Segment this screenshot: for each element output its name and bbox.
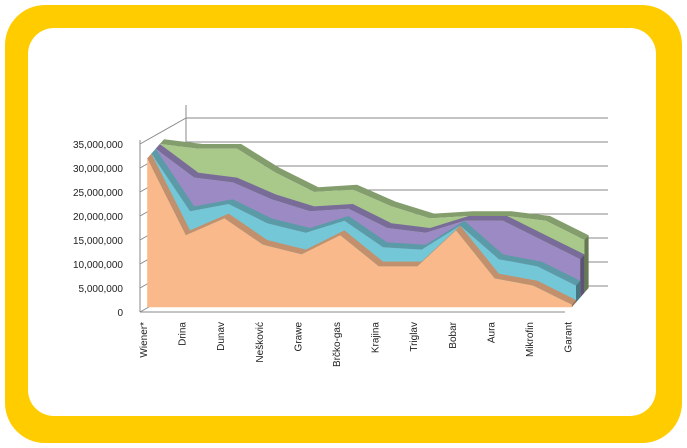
y-tick-label: 25,000,000: [73, 188, 123, 199]
y-tick-label: 30,000,000: [73, 164, 123, 175]
gridline-side: [139, 117, 187, 145]
x-tick-label: Triglav: [409, 322, 420, 352]
y-tick-label: 5,000,000: [79, 284, 124, 295]
y-tick-label: 15,000,000: [73, 236, 123, 247]
series-2-end-cap: [576, 280, 581, 303]
y-tick-label: 35,000,000: [73, 140, 123, 151]
x-tick-label: Grawe: [293, 322, 304, 352]
y-tick-label: 0: [117, 308, 123, 319]
series-4-end-cap: [584, 235, 589, 293]
x-tick-label: Krajina: [371, 322, 382, 354]
x-tick-label: Aura: [486, 322, 497, 344]
x-tick-label: Nešković: [255, 322, 266, 363]
x-tick-label: Mikrofin: [525, 322, 536, 357]
series-1-end-cap: [571, 300, 576, 308]
series-1-area: [147, 158, 572, 308]
x-tick-label: Brčko-gas: [332, 322, 343, 367]
series-4-top-ribbon: [159, 139, 589, 240]
x-axis-tick-labels: Wiener* Drina Dunav Nešković Grawe Brčko-gas K…: [139, 321, 575, 367]
x-tick-label: Garant: [564, 322, 575, 353]
y-tick-label: 20,000,000: [73, 212, 123, 223]
series-3-end-cap: [580, 254, 585, 298]
x-tick-label: Wiener*: [139, 322, 150, 358]
x-tick-label: Bobar: [448, 321, 459, 348]
series-areas: [147, 139, 589, 308]
x-tick-label: Drina: [178, 322, 189, 346]
y-tick-label: 10,000,000: [73, 260, 123, 271]
x-tick-label: Dunav: [216, 322, 227, 351]
y-axis-tick-labels: 0 5,000,000 10,000,000 15,000,000 20,000,000…: [73, 140, 124, 319]
